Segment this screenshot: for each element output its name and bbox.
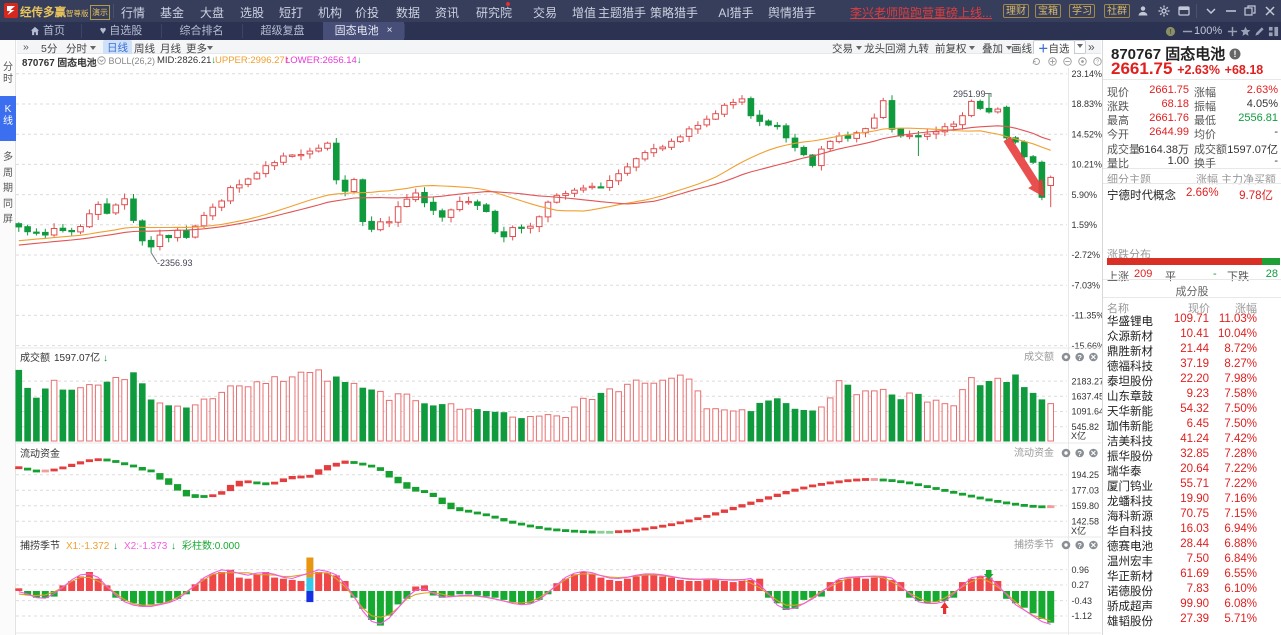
svg-text:-1.12: -1.12 [1072, 611, 1093, 621]
svg-text:545.82: 545.82 [1072, 422, 1100, 432]
svg-text:0.27: 0.27 [1072, 580, 1090, 590]
svg-text:成交额: 成交额 [20, 351, 50, 364]
svg-text:159.80: 159.80 [1072, 501, 1100, 511]
svg-text:-2.72%: -2.72% [1072, 250, 1101, 260]
svg-text:14.52%: 14.52% [1072, 129, 1103, 139]
svg-text:177.03: 177.03 [1072, 486, 1100, 496]
svg-text:↓: ↓ [113, 541, 118, 552]
svg-text:?: ? [1077, 449, 1082, 458]
svg-text:捕捞季节: 捕捞季节 [1014, 538, 1054, 551]
svg-text:-2356.93: -2356.93 [157, 258, 193, 268]
svg-text:1597.07亿: 1597.07亿 [54, 351, 100, 364]
svg-text:2183.27: 2183.27 [1072, 376, 1105, 386]
svg-text:!: ! [1234, 49, 1237, 59]
svg-text:-11.35%: -11.35% [1072, 311, 1105, 321]
svg-text:0.96: 0.96 [1072, 565, 1090, 575]
svg-text:?: ? [1077, 353, 1082, 362]
svg-text:1091.64: 1091.64 [1072, 407, 1105, 417]
svg-text:!: ! [1169, 27, 1171, 36]
svg-text:捕捞季节: 捕捞季节 [20, 539, 60, 552]
svg-text:?: ? [1077, 541, 1082, 550]
svg-text:142.58: 142.58 [1072, 517, 1100, 527]
svg-text:-0.43: -0.43 [1072, 596, 1093, 606]
svg-text:X2:-1.373: X2:-1.373 [124, 541, 168, 552]
svg-text:-15.66%: -15.66% [1072, 341, 1106, 351]
svg-text:↓: ↓ [171, 541, 176, 552]
svg-text:194.25: 194.25 [1072, 470, 1100, 480]
svg-text:X亿: X亿 [1071, 525, 1086, 536]
svg-text:?: ? [1096, 60, 1099, 66]
svg-text:18.83%: 18.83% [1072, 99, 1103, 109]
svg-text:X亿: X亿 [1071, 430, 1086, 441]
svg-text:5.90%: 5.90% [1072, 190, 1098, 200]
svg-text:-7.03%: -7.03% [1072, 280, 1101, 290]
svg-text:流动资金: 流动资金 [20, 447, 60, 460]
svg-text:1637.45: 1637.45 [1072, 392, 1105, 402]
svg-text:流动资金: 流动资金 [1014, 446, 1054, 459]
svg-text:成交额: 成交额 [1024, 350, 1054, 363]
svg-text:↓: ↓ [103, 353, 108, 364]
svg-text:23.14%: 23.14% [1072, 69, 1103, 79]
svg-text:1.59%: 1.59% [1072, 220, 1098, 230]
svg-text:彩柱数:0.000: 彩柱数:0.000 [182, 539, 240, 552]
svg-text:2951.99: 2951.99 [953, 89, 986, 99]
svg-text:X1:-1.372: X1:-1.372 [66, 541, 110, 552]
svg-text:10.21%: 10.21% [1072, 160, 1103, 170]
